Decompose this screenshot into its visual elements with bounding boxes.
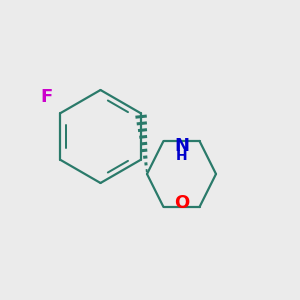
Text: O: O <box>174 194 189 211</box>
Text: F: F <box>40 88 53 106</box>
Text: H: H <box>176 149 187 163</box>
Text: N: N <box>174 137 189 155</box>
